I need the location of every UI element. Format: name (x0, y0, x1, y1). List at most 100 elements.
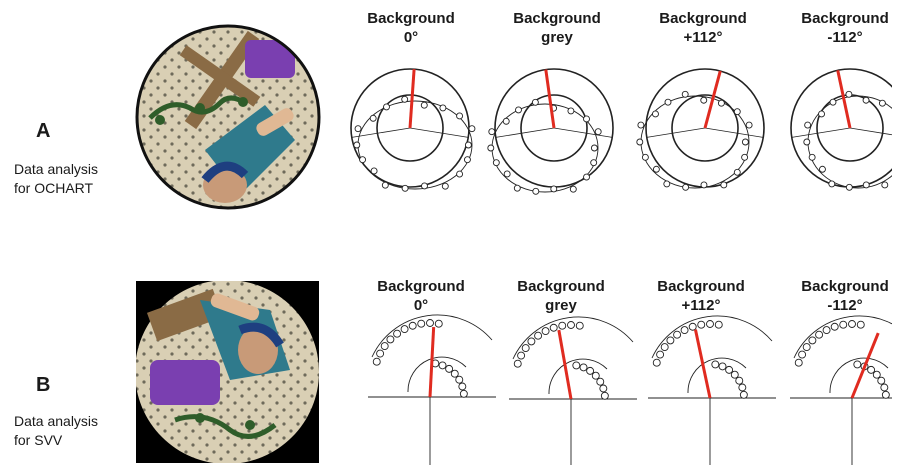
data-point (818, 110, 825, 118)
row-a-caption-line1: Data analysis (14, 161, 99, 177)
data-point (600, 391, 609, 400)
data-point (664, 98, 672, 106)
data-point (590, 144, 598, 152)
outer-arc (512, 316, 634, 360)
inner-circle (376, 94, 444, 162)
data-point (881, 390, 890, 399)
data-point (532, 187, 540, 195)
data-point (878, 99, 886, 107)
data-point (673, 330, 682, 339)
data-point (450, 369, 459, 378)
data-point (438, 361, 447, 370)
data-point (420, 101, 428, 109)
data-point (802, 343, 811, 352)
axis-line (791, 127, 851, 138)
data-point (867, 365, 876, 374)
subjective-vertical-line (693, 329, 712, 399)
data-point (688, 322, 697, 331)
data-point (558, 321, 567, 330)
data-point (401, 184, 409, 192)
data-point (579, 363, 588, 372)
data-point (652, 110, 659, 118)
data-point (426, 319, 434, 327)
inner-circle (520, 94, 588, 162)
data-point (549, 323, 558, 332)
axis-line (646, 127, 706, 138)
row-b-letter: B (36, 374, 51, 396)
svv-panel-3 (648, 315, 776, 465)
data-point (872, 370, 881, 379)
data-point (856, 320, 865, 329)
tilted-room-scene-b (136, 281, 319, 463)
panel-a2-title: Background grey (513, 10, 601, 46)
data-point (354, 125, 362, 133)
data-point (733, 168, 741, 176)
data-point (353, 141, 361, 149)
axis-line (553, 127, 613, 138)
data-point (717, 99, 725, 107)
data-point (652, 358, 661, 367)
data-point (534, 331, 543, 340)
data-point (735, 376, 744, 385)
subjective-vertical-line (557, 329, 573, 400)
data-point (718, 362, 727, 371)
data-point (383, 103, 390, 111)
data-point (567, 107, 575, 115)
data-point (372, 357, 381, 366)
row-a-letter: A (36, 120, 51, 142)
data-point (386, 335, 395, 344)
row-b-caption-line2: for SVV (14, 432, 63, 448)
data-point (637, 121, 645, 129)
data-point (456, 170, 464, 178)
panel-b4-title: Background -112° (801, 278, 889, 314)
data-point (682, 183, 690, 191)
data-point (567, 321, 575, 329)
inner-arc (407, 356, 467, 393)
data-point (513, 184, 521, 192)
data-point (502, 117, 510, 125)
row-b-caption-line1: Data analysis (14, 413, 99, 429)
data-point (880, 383, 889, 392)
data-point (517, 351, 526, 360)
panel-b1-title: Background 0° (377, 278, 465, 314)
data-point (804, 121, 812, 129)
data-point (725, 365, 734, 374)
data-point (583, 173, 590, 181)
tilted-room-scene-a (134, 24, 324, 214)
data-point (417, 319, 426, 328)
data-point (680, 326, 689, 335)
data-point (706, 320, 714, 328)
data-point (808, 153, 816, 161)
ochart-panel-1 (350, 68, 476, 192)
outer-arc (371, 314, 493, 358)
data-point (359, 156, 367, 164)
row-a-caption: Data analysis for OCHART (14, 160, 98, 198)
axis-line (495, 127, 555, 138)
data-point (660, 343, 669, 352)
panel-b3-title: Background +112° (657, 278, 745, 314)
subjective-vertical-line (428, 327, 436, 398)
data-point (711, 360, 720, 369)
row-a-caption-line2: for OCHART (14, 180, 94, 196)
ochart-panels (350, 68, 892, 195)
data-point (733, 108, 741, 116)
data-point (862, 96, 870, 104)
inner-circle (671, 94, 739, 162)
data-point (527, 337, 536, 346)
data-point (848, 320, 856, 328)
data-point (572, 361, 581, 370)
outer-arc (793, 315, 892, 359)
data-point (441, 182, 449, 190)
data-point (468, 125, 476, 133)
data-point (881, 181, 889, 189)
data-point (714, 320, 723, 329)
outer-circle (350, 68, 470, 188)
data-point (798, 350, 807, 359)
data-point (370, 167, 378, 175)
data-point (828, 180, 836, 188)
data-point (590, 159, 598, 167)
data-point (803, 138, 811, 146)
data-point (641, 153, 649, 161)
data-point (393, 329, 402, 338)
